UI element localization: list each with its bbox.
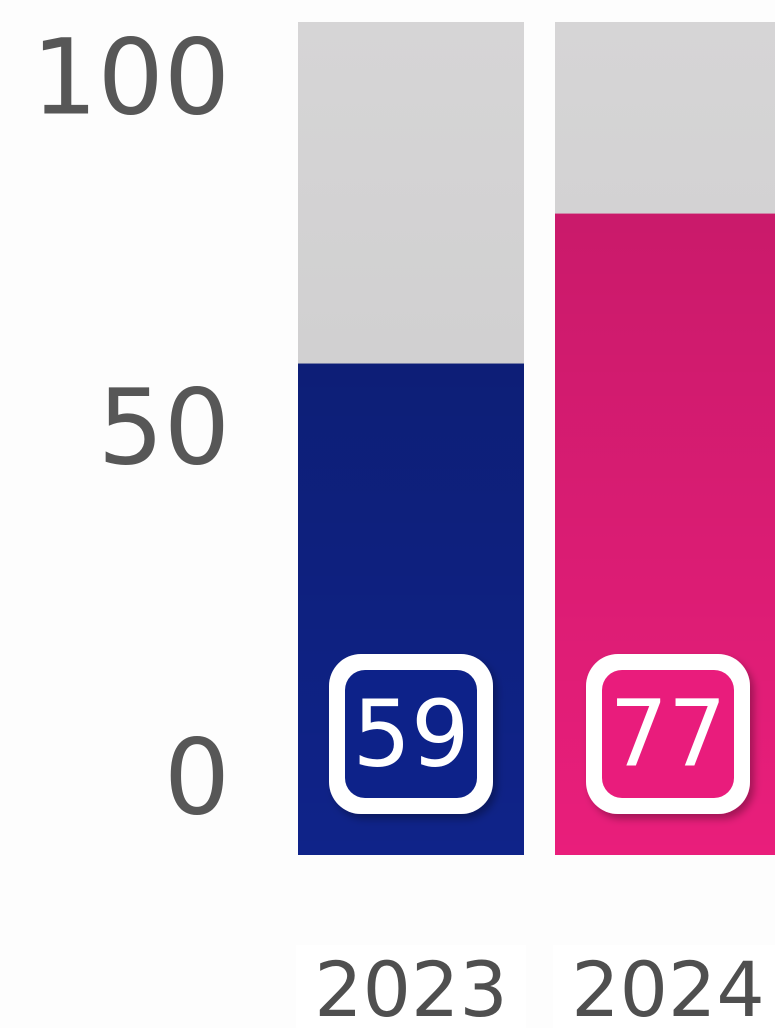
category-bg <box>296 945 526 1028</box>
x-tick-label: 2023 <box>314 945 507 1028</box>
y-tick-label: 100 <box>31 16 230 138</box>
category-bg <box>553 945 775 1028</box>
value-badge <box>329 654 493 814</box>
x-tick-label: 2024 <box>571 945 764 1028</box>
value-badge <box>586 654 750 814</box>
badge-fill <box>602 670 734 798</box>
y-tick-label: 50 <box>98 366 230 488</box>
badge-fill <box>345 670 477 798</box>
y-tick-label: 0 <box>164 716 230 838</box>
value-label: 77 <box>609 680 726 787</box>
value-label: 59 <box>352 680 469 787</box>
